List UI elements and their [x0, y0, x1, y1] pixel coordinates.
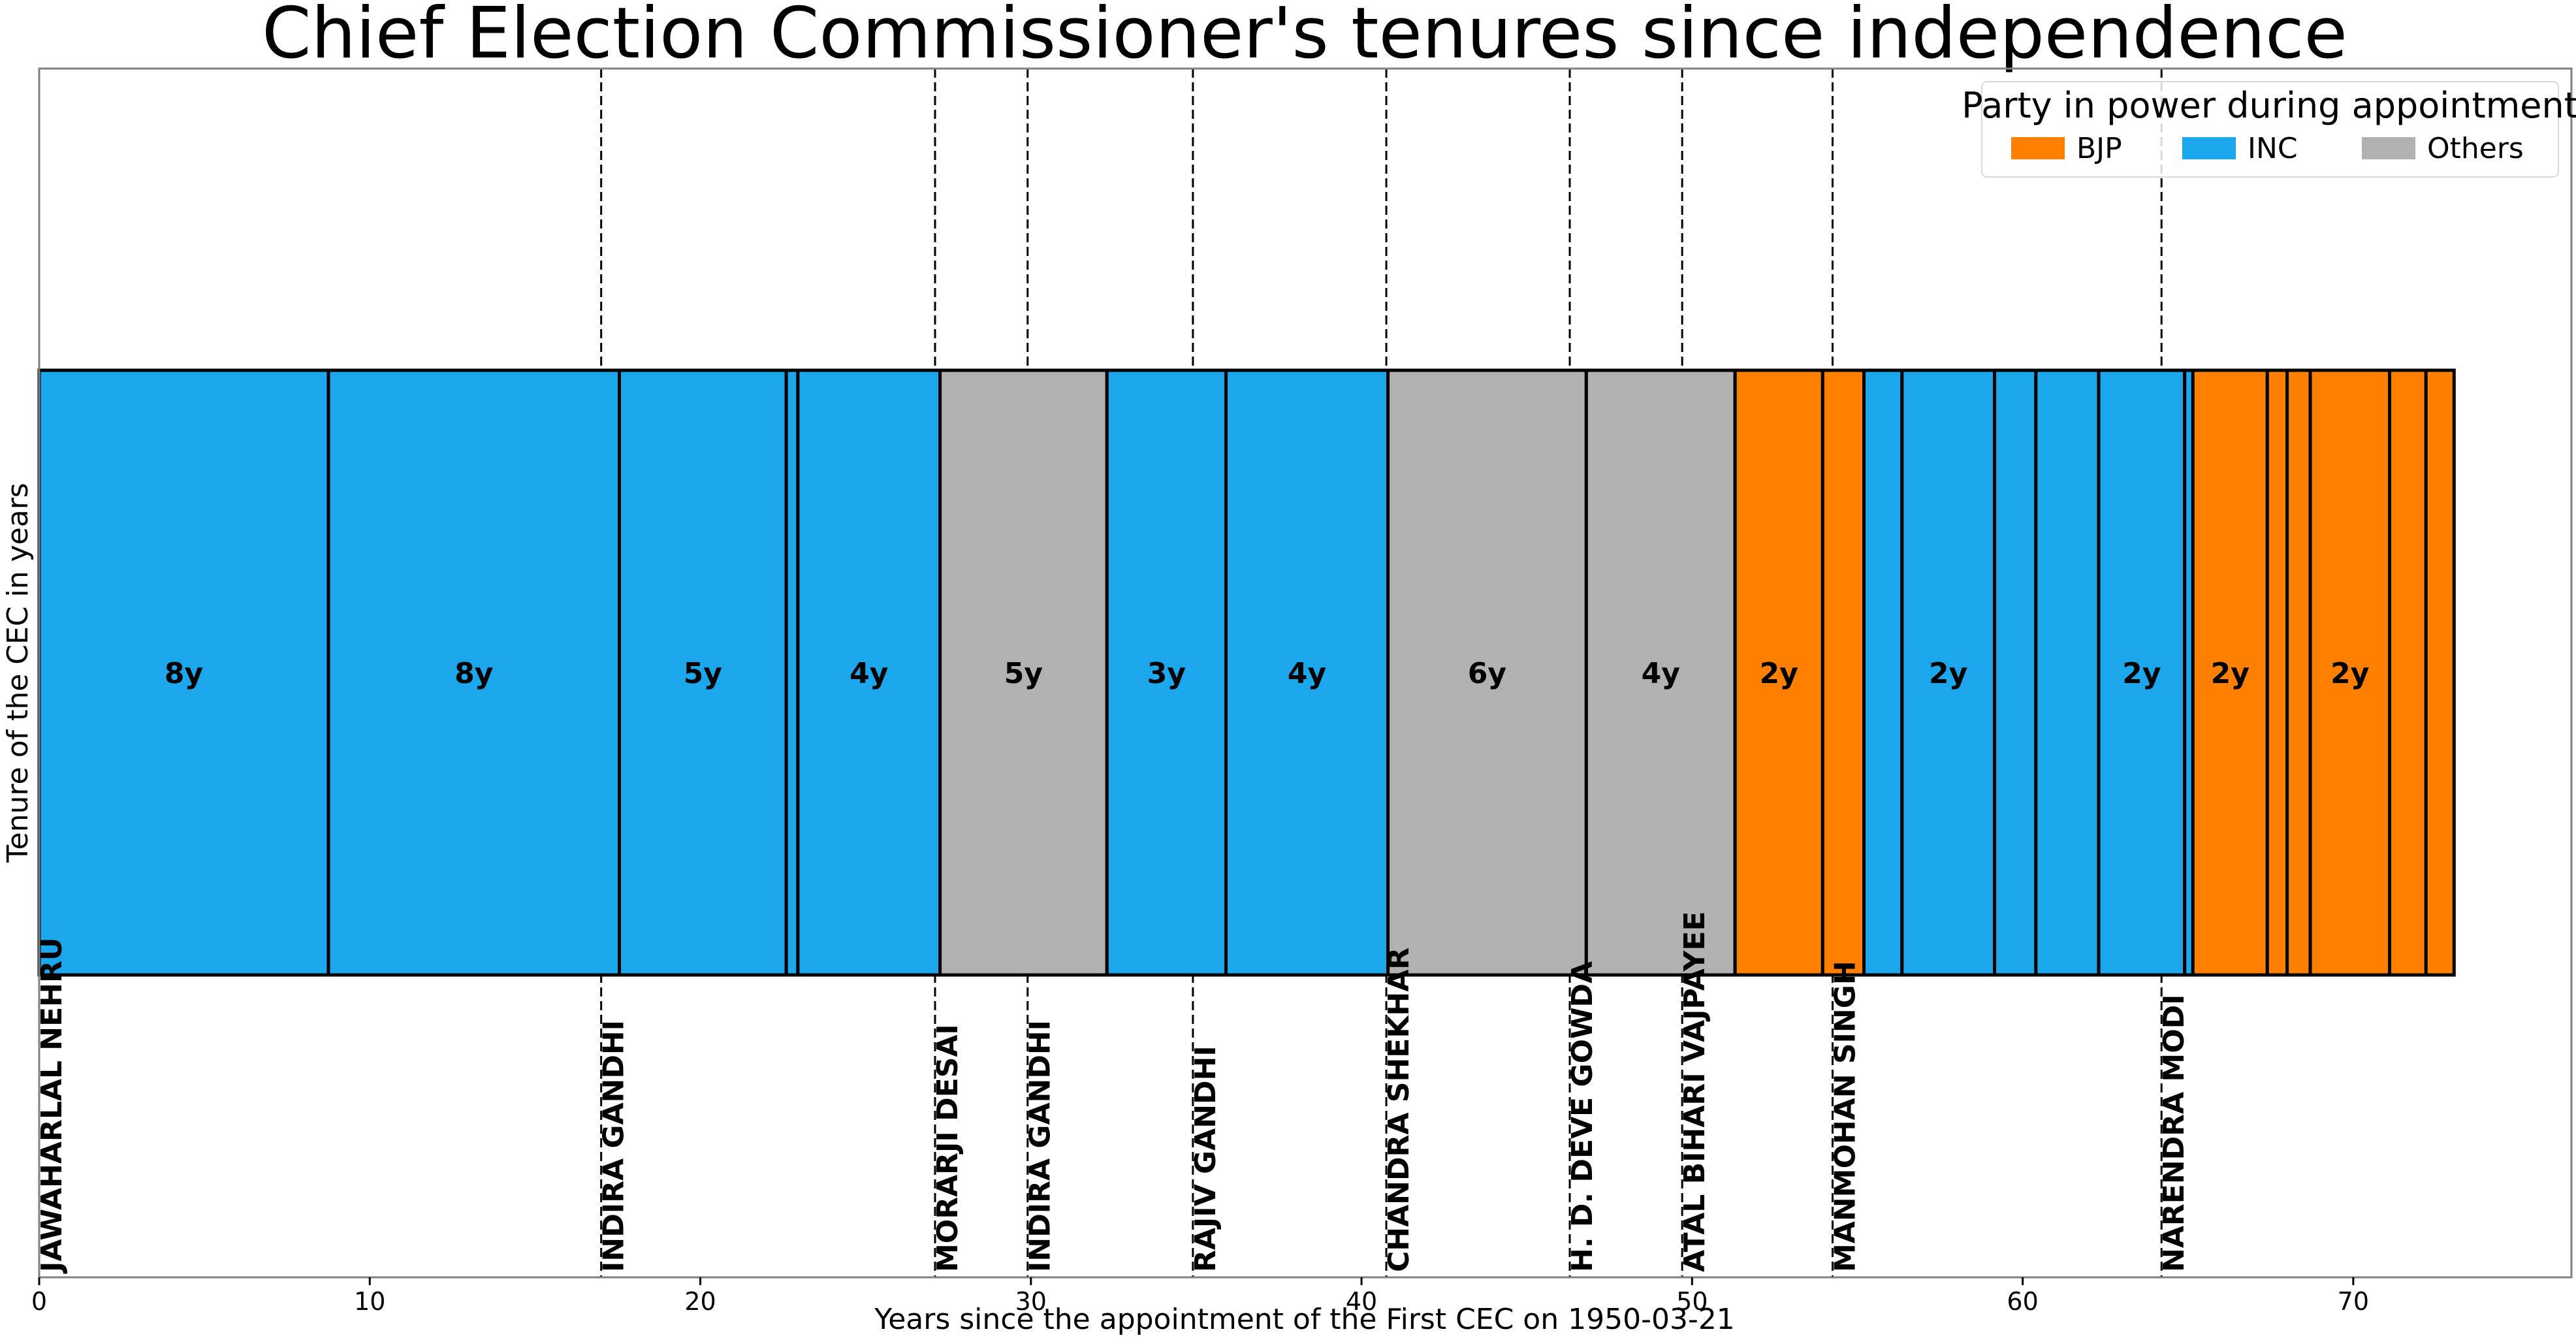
tenure-bars	[37, 368, 2456, 977]
tenure-bar	[2388, 368, 2428, 977]
tenure-label: 8y	[454, 657, 493, 690]
x-axis-label: Years since the appointment of the First…	[874, 1303, 1735, 1336]
x-tick-label: 10	[354, 1287, 385, 1316]
tenure-label: 6y	[1468, 657, 1506, 690]
pm-label: MORARJI DESAI	[931, 1024, 964, 1272]
legend-swatch	[2182, 137, 2236, 159]
tenure-bar	[1386, 368, 1588, 977]
legend: Party in power during appointment BJP INC…	[1962, 81, 2576, 178]
tenure-labels: 8y 8y 5y 4y 5y 3y 4y 6y 4y 2y 2y 2y 2y 2y	[165, 657, 2370, 690]
x-tick-label: 30	[1015, 1287, 1047, 1316]
legend-items: BJP INC Others	[2011, 132, 2524, 165]
x-tick-label: 60	[2007, 1287, 2038, 1316]
tenure-bar	[1821, 368, 1866, 977]
legend-label: BJP	[2076, 132, 2122, 165]
legend-label: Others	[2427, 132, 2524, 165]
tenure-label: 4y	[1288, 657, 1326, 690]
pm-label: MANMOHAN SINGH	[1828, 961, 1862, 1272]
tenure-label: 8y	[165, 657, 203, 690]
pm-label: H. D. DEVE GOWDA	[1566, 961, 1599, 1272]
tenure-label: 2y	[1760, 657, 1798, 690]
tenure-bar	[1862, 368, 1904, 977]
legend-label: INC	[2248, 132, 2298, 165]
pm-label: INDIRA GANDHI	[597, 1020, 631, 1272]
tenure-label: 2y	[2211, 657, 2250, 690]
tenure-label: 4y	[850, 657, 888, 690]
pm-label: INDIRA GANDHI	[1024, 1020, 1057, 1272]
legend-swatch	[2011, 137, 2065, 159]
x-tick-label: 50	[1676, 1287, 1708, 1316]
tenure-bar	[2097, 368, 2187, 977]
tenure-bar	[2285, 368, 2312, 977]
x-tick-label: 70	[2338, 1287, 2369, 1316]
tenure-label: 2y	[2330, 657, 2369, 690]
pm-label: RAJIV GANDHI	[1189, 1045, 1222, 1272]
tenure-label: 2y	[2122, 657, 2161, 690]
tenure-label: 5y	[1004, 657, 1043, 690]
tenure-bar	[2191, 368, 2269, 977]
x-axis-ticks: 0 10 20 30 40 50 60 70	[31, 1277, 2369, 1316]
x-tick-label: 40	[1346, 1287, 1377, 1316]
tenure-bar	[938, 368, 1109, 977]
legend-title: Party in power during appointment	[1962, 85, 2576, 126]
pm-label: CHANDRA SHEKHAR	[1382, 948, 1416, 1272]
pm-label: JAWAHARLAL NEHRU	[35, 937, 69, 1274]
legend-swatch	[2362, 137, 2415, 159]
tenure-bar	[2308, 368, 2392, 977]
pm-label-group: JAWAHARLAL NEHRU INDIRA GANDHI MORARJI DES…	[35, 911, 2191, 1274]
tenure-bar	[784, 368, 800, 977]
tenure-label: 2y	[1929, 657, 1967, 690]
tenure-bar	[2424, 368, 2456, 977]
tenure-bar	[1900, 368, 1997, 977]
tenure-bar	[1733, 368, 1824, 977]
tenure-bar	[326, 368, 621, 977]
chart-title: Chief Election Commissioner's tenures si…	[262, 0, 2347, 74]
plot-frame	[38, 67, 2573, 1279]
tenure-bar	[2265, 368, 2289, 977]
pm-label: NARENDRA MODI	[2157, 995, 2191, 1273]
pm-label: ATAL BIHARI VAJPAYEE	[1678, 911, 1711, 1272]
tenure-bar	[2034, 368, 2101, 977]
x-tick-label: 20	[684, 1287, 716, 1316]
tenure-label: 5y	[684, 657, 722, 690]
tenure-bar	[617, 368, 788, 977]
y-axis-label: Tenure of the CEC in years	[1, 483, 35, 863]
x-tick-label: 0	[31, 1287, 47, 1316]
tenure-bar	[1993, 368, 2038, 977]
tenure-label: 4y	[1642, 657, 1680, 690]
tenure-bar	[1105, 368, 1228, 977]
tenure-label: 3y	[1147, 657, 1186, 690]
tenure-bar	[1224, 368, 1390, 977]
